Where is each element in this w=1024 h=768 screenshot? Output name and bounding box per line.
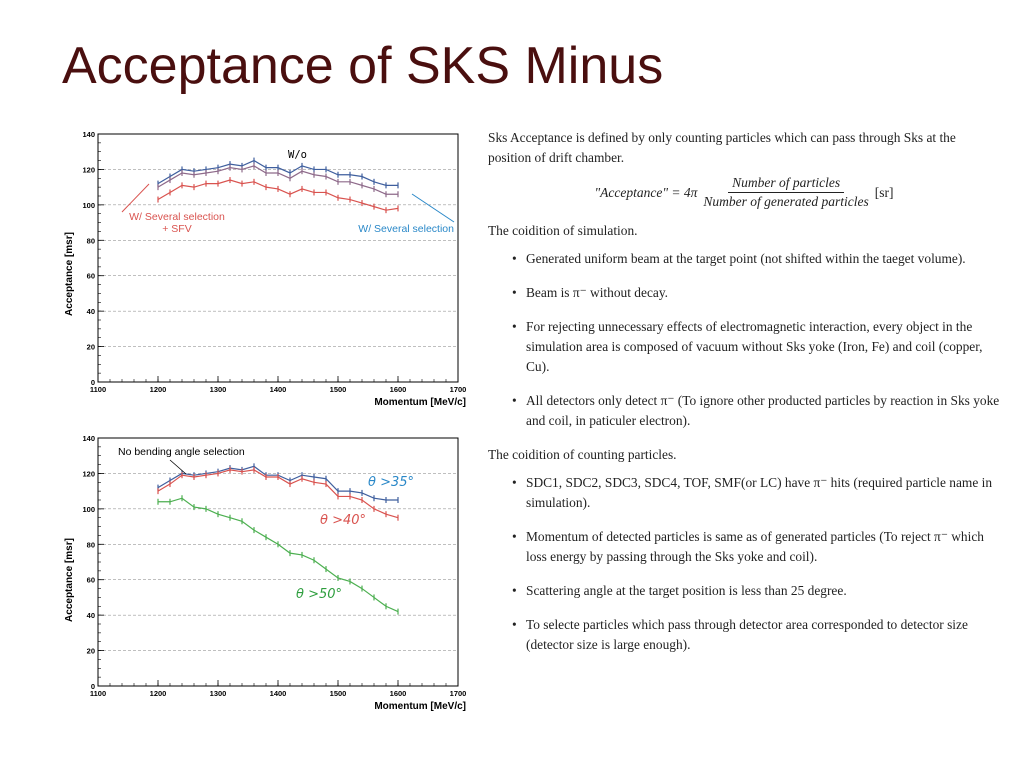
y-axis-label: Acceptance [msr] xyxy=(64,538,75,622)
explanation-text: Sks Acceptance is defined by only counti… xyxy=(488,128,1000,669)
annotation-several-selection-sfv: W/ Several selection xyxy=(129,211,225,223)
x-axis-label: Momentum [MeV/c] xyxy=(374,701,466,712)
annotation-pointer-blue xyxy=(411,193,455,223)
y-tick-label: 20 xyxy=(87,343,95,352)
formula-fraction: Number of particles Number of generated … xyxy=(699,174,872,211)
counting-conditions-list: SDC1, SDC2, SDC3, SDC4, TOF, SMF(or LC) … xyxy=(488,473,1000,655)
plot-frame xyxy=(97,437,459,687)
plot-area: 0 20 40 60 80 100 120 140 1100 1200 1300 1400 1500 16… xyxy=(82,434,466,698)
y-tick-label: 80 xyxy=(87,236,95,245)
plot-frame xyxy=(97,133,459,383)
formula-denominator: Number of generated particles xyxy=(703,194,869,209)
y-tick-label: 100 xyxy=(82,201,95,210)
formula-lhs: "Acceptance" = 4π xyxy=(594,184,698,200)
x-axis-label: Momentum [MeV/c] xyxy=(374,397,466,408)
list-item: SDC1, SDC2, SDC3, SDC4, TOF, SMF(or LC) … xyxy=(512,473,1000,513)
y-tick-label: 0 xyxy=(91,378,95,387)
y-tick-label: 140 xyxy=(82,434,95,443)
y-tick-label: 80 xyxy=(87,540,95,549)
x-tick-label: 1100 xyxy=(90,385,106,394)
annotation-theta-40: θ >40° xyxy=(320,513,366,528)
list-item: To selecte particles which pass through … xyxy=(512,615,1000,655)
y-tick-label: 20 xyxy=(87,647,95,656)
list-item: Momentum of detected particles is same a… xyxy=(512,527,1000,567)
list-item: Generated uniform beam at the target poi… xyxy=(512,249,1000,269)
y-tick-label: 100 xyxy=(82,505,95,514)
slide-title: Acceptance of SKS Minus xyxy=(62,37,664,95)
x-tick-label: 1100 xyxy=(90,689,106,698)
x-tick-label: 1400 xyxy=(270,385,287,394)
y-tick-label: 60 xyxy=(87,576,95,585)
list-item: Beam is π⁻ without decay. xyxy=(512,283,1000,303)
x-tick-label: 1600 xyxy=(390,689,407,698)
annotation-no-bending: No bending angle selection xyxy=(118,446,245,458)
y-tick-label: 0 xyxy=(91,682,95,691)
list-item: Scattering angle at the target position … xyxy=(512,581,1000,601)
x-tick-label: 1400 xyxy=(270,689,287,698)
y-tick-label: 40 xyxy=(87,611,95,620)
y-tick-label: 140 xyxy=(82,130,95,139)
list-item: All detectors only detect π⁻ (To ignore … xyxy=(512,391,1000,431)
x-tick-label: 1300 xyxy=(210,385,227,394)
y-axis-label: Acceptance [msr] xyxy=(64,232,75,316)
acceptance-chart-bending-angle: 0 20 40 60 80 100 120 140 1100 1200 1300 1400 1500 16… xyxy=(64,434,466,712)
annotation-pointer xyxy=(169,459,187,475)
acceptance-chart-selection: 0 20 40 60 80 100 120 140 1100 1200 1300 1400 1500 16… xyxy=(64,130,466,408)
acceptance-formula: "Acceptance" = 4π Number of particles Nu… xyxy=(488,174,1000,211)
y-tick-label: 40 xyxy=(87,307,95,316)
counting-heading: The coidition of counting particles. xyxy=(488,447,677,462)
y-tick-label: 120 xyxy=(82,165,95,174)
annotation-sfv: + SFV xyxy=(162,223,191,235)
intro-paragraph: Sks Acceptance is defined by only counti… xyxy=(488,130,956,165)
list-item: For rejecting unnecessary effects of ele… xyxy=(512,317,1000,377)
annotation-pointer-red xyxy=(121,183,150,213)
simulation-heading: The coidition of simulation. xyxy=(488,223,638,238)
x-tick-label: 1700 xyxy=(450,385,467,394)
y-tick-label: 60 xyxy=(87,272,95,281)
x-tick-label: 1300 xyxy=(210,689,227,698)
x-tick-label: 1500 xyxy=(330,385,347,394)
formula-rhs: [sr] xyxy=(874,184,894,200)
y-tick-label: 120 xyxy=(82,469,95,478)
formula-numerator: Number of particles xyxy=(728,174,845,193)
annotation-several-selection: W/ Several selection xyxy=(358,223,454,235)
annotation-theta-50: θ >50° xyxy=(296,587,342,602)
plot-area: 0 20 40 60 80 100 120 140 1100 1200 1300 1400 1500 16… xyxy=(82,130,466,394)
x-tick-label: 1200 xyxy=(150,385,167,394)
x-tick-label: 1700 xyxy=(450,689,467,698)
annotation-theta-35: θ >35° xyxy=(368,475,414,490)
x-tick-label: 1600 xyxy=(390,385,407,394)
x-tick-label: 1200 xyxy=(150,689,167,698)
simulation-conditions-list: Generated uniform beam at the target poi… xyxy=(488,249,1000,431)
annotation-wo: W/o xyxy=(288,149,307,161)
x-tick-label: 1500 xyxy=(330,689,347,698)
